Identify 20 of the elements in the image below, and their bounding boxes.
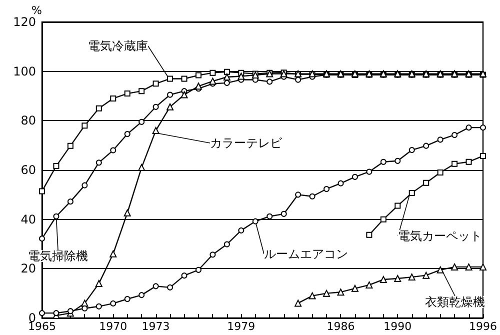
text: ルームエアコン: [264, 247, 348, 261]
y-tick-label: 20: [20, 262, 36, 276]
x-tick-label: 1970: [99, 320, 128, 333]
series-label: 電気掃除機: [28, 249, 88, 263]
series-label: 電気カーペット: [398, 229, 482, 243]
y-tick-label: 80: [20, 114, 36, 128]
text: 電気冷蔵庫: [88, 39, 148, 53]
x-tick-label: 1965: [28, 320, 56, 333]
y-axis-title: %: [32, 4, 42, 18]
y-tick-label: 100: [13, 64, 36, 78]
series-label: 衣類乾燥機: [425, 295, 485, 309]
x-tick-label: 1973: [142, 320, 170, 333]
x-tick-label: 1990: [384, 320, 412, 333]
y-tick-label: 120: [13, 15, 36, 29]
legend-label: カラーテレビ: [210, 136, 283, 150]
y-tick-label: 40: [20, 212, 36, 226]
x-tick-label: 1986: [326, 320, 355, 333]
x-tick-label: 1979: [227, 320, 256, 333]
x-tick-label: 1996: [469, 320, 498, 333]
y-tick-label: 60: [20, 163, 36, 177]
